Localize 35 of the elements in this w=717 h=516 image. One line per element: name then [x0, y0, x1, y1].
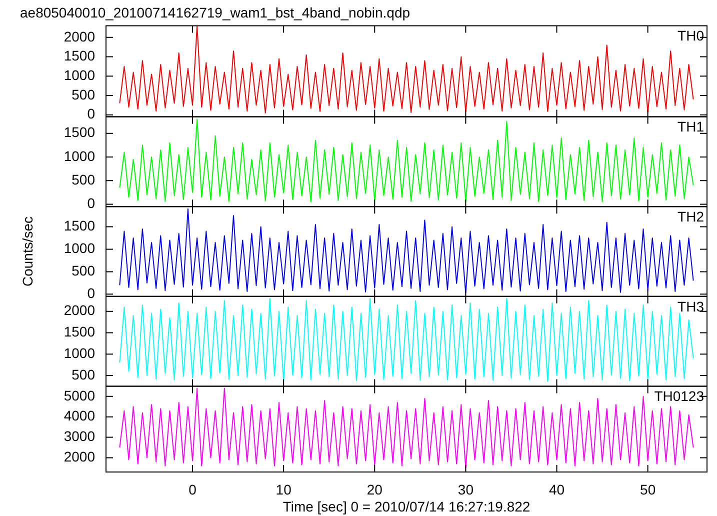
y-tick-label: 1000: [64, 240, 96, 256]
y-tick-label: 1000: [64, 148, 96, 164]
y-tick-label: 0: [87, 195, 96, 212]
y-tick-label: 500: [72, 171, 96, 188]
y-tick-label: 1500: [64, 324, 96, 340]
y-tick-label: 500: [72, 366, 96, 382]
y-tick-label: 1500: [64, 124, 96, 140]
y-tick-label: 2000: [64, 302, 96, 318]
x-tick-label: 50: [640, 481, 656, 498]
y-tick-label: 2000: [64, 28, 96, 44]
x-tick-label: 0: [188, 481, 197, 498]
y-tick-label: 500: [72, 262, 96, 279]
y-tick-label: 0: [87, 285, 96, 302]
y-tick-label: 3000: [64, 428, 96, 444]
y-axis-title: Counts/sec: [19, 216, 36, 287]
chart-title: ae805040010_20100714162719_wam1_bst_4band_nobin.qdp: [20, 4, 410, 20]
y-tick-label: 1000: [64, 67, 96, 83]
y-tick-label: 0: [87, 106, 96, 122]
x-tick-label: 30: [458, 481, 474, 498]
y-tick-label: 5000: [64, 387, 96, 404]
annotation: TH0123: [654, 388, 704, 404]
y-tick-label: 1500: [64, 48, 96, 64]
y-tick-label: 500: [72, 86, 96, 102]
x-tick-label: 40: [548, 481, 565, 498]
x-axis-title: Time [sec] 0 = 2010/07/14 16:27:19.822: [282, 498, 530, 514]
annotation: TH0: [678, 28, 704, 44]
y-tick-label: 1500: [64, 218, 96, 234]
y-tick-label: 2000: [64, 448, 96, 465]
x-tick-label: 20: [366, 481, 383, 498]
y-tick-label: 4000: [64, 408, 96, 424]
annotation: TH3: [678, 298, 704, 314]
y-tick-label: 1000: [64, 344, 96, 361]
x-tick-label: 10: [276, 481, 292, 498]
annotation: TH1: [678, 118, 704, 135]
annotation: TH2: [678, 208, 704, 224]
